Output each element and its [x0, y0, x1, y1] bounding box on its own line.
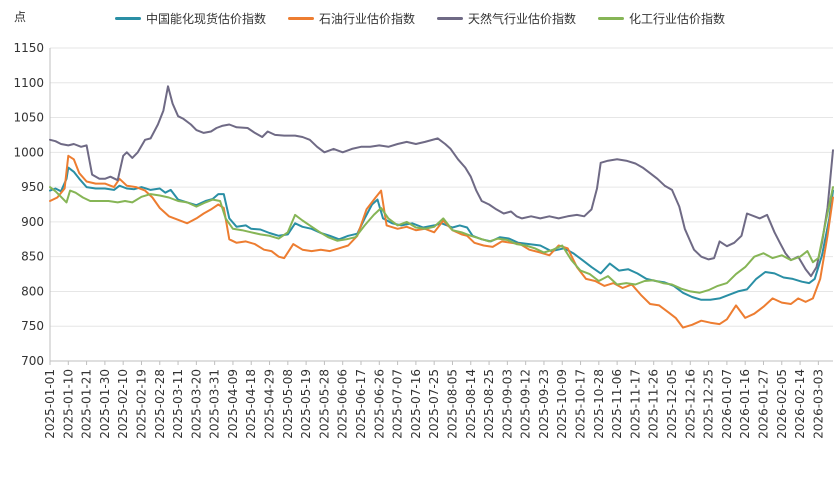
x-tick-label: 2025-10-17: [574, 369, 588, 439]
x-tick-label: 2025-04-09: [226, 369, 240, 439]
x-tick-label: 2025-01-10: [61, 369, 75, 439]
x-tick-label: 2025-05-28: [317, 369, 331, 439]
x-tick-label: 2025-08-25: [482, 369, 496, 439]
x-tick-label: 2025-11-06: [610, 369, 624, 439]
legend-swatch: [115, 17, 141, 20]
x-tick-label: 2025-08-05: [445, 369, 459, 439]
x-tick-label: 2025-01-30: [98, 369, 112, 439]
x-tick-label: 2025-11-26: [647, 369, 661, 439]
y-tick-label: 850: [21, 250, 44, 264]
x-tick-label: 2025-11-17: [628, 369, 642, 439]
y-axis-unit: 点: [14, 10, 27, 24]
x-tick-label: 2025-07-07: [391, 369, 405, 439]
x-tick-label: 2026-01-27: [756, 369, 770, 439]
legend-swatch: [598, 17, 625, 20]
legend-item-natural-gas[interactable]: 天然气行业估价指数: [437, 10, 576, 27]
x-tick-label: 2025-01-21: [80, 369, 94, 439]
legend-item-energy-chemical[interactable]: 中国能化现货估价指数: [115, 10, 266, 27]
series-line-2: [49, 85, 834, 278]
series-line-0: [49, 166, 834, 301]
y-tick-label: 950: [21, 180, 44, 194]
legend-label: 化工行业估价指数: [629, 12, 726, 26]
y-tick-label: 1100: [13, 76, 44, 90]
x-tick-label: 2025-03-20: [189, 369, 203, 439]
legend-label: 天然气行业估价指数: [468, 12, 577, 26]
y-tick-label: 700: [21, 354, 44, 368]
x-tick-label: 2025-06-06: [336, 369, 350, 439]
series-line-3: [49, 186, 834, 294]
x-tick-label: 2025-07-25: [427, 369, 441, 439]
y-tick-label: 1000: [13, 145, 44, 159]
x-tick-label: 2025-04-29: [263, 369, 277, 439]
x-tick-label: 2025-02-28: [153, 369, 167, 439]
x-tick-label: 2026-02-05: [775, 369, 789, 439]
y-tick-label: 750: [21, 319, 44, 333]
y-tick-label: 900: [21, 215, 44, 229]
y-tick-label: 1050: [13, 111, 44, 125]
x-tick-label: 2025-09-23: [537, 369, 551, 439]
x-tick-label: 2025-02-10: [116, 369, 130, 439]
x-tick-label: 2025-06-17: [354, 369, 368, 439]
x-tick-label: 2026-03-03: [811, 369, 825, 439]
x-tick-label: 2025-10-28: [592, 369, 606, 439]
x-tick-label: 2025-02-19: [134, 369, 148, 439]
x-tick-label: 2026-02-14: [793, 369, 807, 439]
legend-item-chemical[interactable]: 化工行业估价指数: [598, 10, 725, 27]
x-tick-label: 2025-06-26: [372, 369, 386, 439]
legend-swatch: [288, 17, 315, 20]
y-tick-label: 1150: [13, 41, 44, 55]
x-tick-label: 2025-07-16: [409, 369, 423, 439]
x-tick-label: 2025-05-19: [299, 369, 313, 439]
legend-label: 石油行业估价指数: [319, 12, 416, 26]
x-tick-label: 2025-03-11: [171, 369, 185, 439]
legend: 中国能化现货估价指数 石油行业估价指数 天然气行业估价指数 化工行业估价指数: [115, 10, 725, 27]
x-tick-label: 2026-01-07: [720, 369, 734, 439]
x-tick-label: 2025-01-01: [43, 369, 57, 439]
x-tick-label: 2025-04-18: [244, 369, 258, 439]
x-tick-label: 2025-08-14: [464, 369, 478, 439]
legend-item-petroleum[interactable]: 石油行业估价指数: [288, 10, 415, 27]
x-tick-label: 2025-12-25: [702, 369, 716, 439]
x-tick-label: 2025-12-05: [665, 369, 679, 439]
x-tick-label: 2025-05-08: [281, 369, 295, 439]
legend-swatch: [437, 17, 464, 20]
series-line-1: [49, 154, 834, 329]
x-tick-label: 2025-03-31: [208, 369, 222, 439]
legend-label: 中国能化现货估价指数: [146, 12, 267, 26]
x-tick-label: 2025-09-03: [500, 369, 514, 439]
x-tick-label: 2025-09-12: [519, 369, 533, 439]
x-tick-label: 2025-10-09: [555, 369, 569, 439]
x-tick-label: 2026-01-16: [738, 369, 752, 439]
y-tick-label: 800: [21, 284, 44, 298]
x-tick-label: 2025-12-16: [683, 369, 697, 439]
